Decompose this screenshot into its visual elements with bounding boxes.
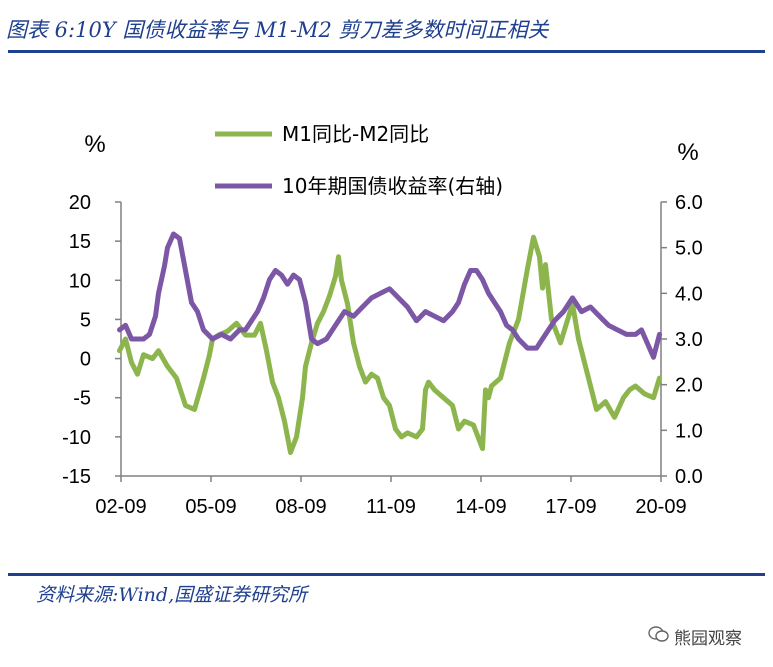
legend: M1同比-M2同比 10年期国债收益率(右轴) xyxy=(215,122,503,198)
y-left-tick-label: 0 xyxy=(80,349,91,371)
chart-title: 图表 6:10Y 国债收益率与 M1-M2 剪刀差多数时间正相关 xyxy=(6,18,549,42)
y-right-tick-label: 5.0 xyxy=(675,238,703,260)
watermark: 熊园观察 xyxy=(648,624,742,649)
x-tick-label: 11-09 xyxy=(366,496,416,518)
footer-rule xyxy=(8,573,765,576)
x-tick-label: 20-09 xyxy=(635,496,686,518)
wechat-icon xyxy=(648,625,670,648)
x-tick-label: 14-09 xyxy=(455,496,506,518)
series-line-1 xyxy=(117,231,662,360)
title-rule xyxy=(8,50,765,53)
y-left-tick-label: -5 xyxy=(73,388,91,410)
y-left-tick-label: 10 xyxy=(69,270,91,292)
source-note: 资料来源:Wind,国盛证券研究所 xyxy=(36,584,308,606)
legend-label-0: M1同比-M2同比 xyxy=(282,122,429,146)
y-right-tick-label: 6.0 xyxy=(675,192,703,214)
x-tick-label: 08-09 xyxy=(275,496,326,518)
y-left-tick-label: 20 xyxy=(69,192,91,214)
y-left-tick-label: 15 xyxy=(69,231,91,253)
legend-label-1: 10年期国债收益率(右轴) xyxy=(282,174,503,198)
series-group xyxy=(117,231,662,455)
axes-group: 20 15 10 5 0 -5 -10 -15 6.0 5.0 4.0 3.0 2.0 1.0 0.0 02-… xyxy=(62,131,703,518)
y-right-tick-label: 2.0 xyxy=(675,375,703,397)
series-line-0 xyxy=(117,234,662,455)
y-left-tick-label: 5 xyxy=(80,309,91,331)
y-right-tick-label: 0.0 xyxy=(675,466,703,488)
y-right-unit: % xyxy=(677,139,698,166)
y-right-tick-label: 3.0 xyxy=(675,329,703,351)
x-tick-label: 05-09 xyxy=(185,496,236,518)
y-right-tick-label: 4.0 xyxy=(675,283,703,305)
y-left-tick-label: -10 xyxy=(62,427,91,449)
watermark-text: 熊园观察 xyxy=(674,629,742,649)
y-left-unit: % xyxy=(84,131,105,158)
y-left-tick-label: -15 xyxy=(62,466,91,488)
y-right-tick-label: 1.0 xyxy=(675,420,703,442)
x-tick-label: 02-09 xyxy=(95,496,146,518)
x-tick-label: 17-09 xyxy=(545,496,596,518)
